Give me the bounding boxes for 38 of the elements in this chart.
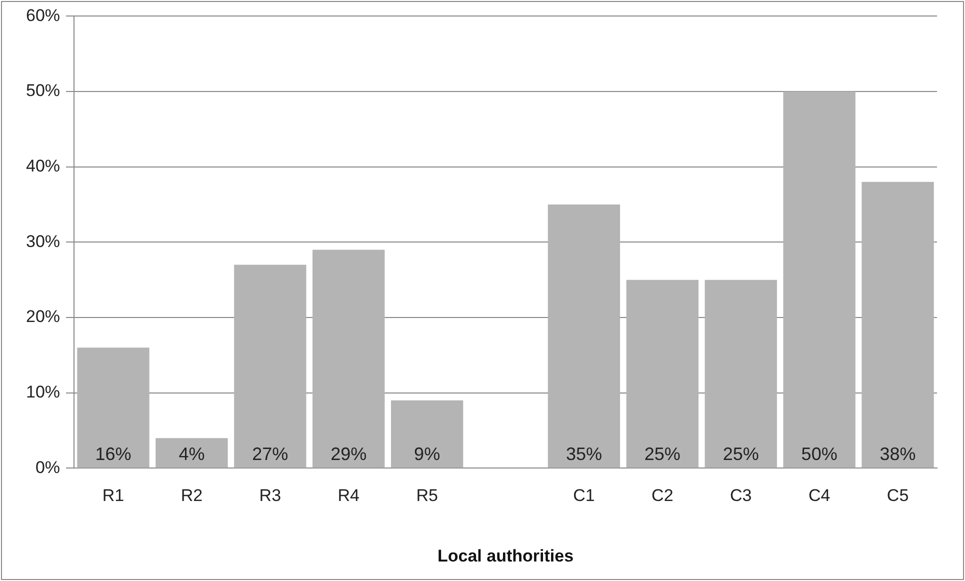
x-tick-label: R4 bbox=[338, 486, 360, 506]
data-label: 9% bbox=[414, 444, 440, 464]
x-axis-title: Local authorities bbox=[437, 546, 574, 566]
y-tick-label: 0% bbox=[35, 458, 60, 477]
y-tick-label: 60% bbox=[26, 6, 60, 25]
bar bbox=[783, 92, 856, 468]
data-label: 16% bbox=[95, 444, 132, 464]
y-tick-label: 30% bbox=[26, 232, 60, 251]
y-tick-label: 50% bbox=[26, 81, 60, 100]
data-label: 25% bbox=[644, 444, 680, 464]
x-tick-label: C3 bbox=[730, 486, 752, 506]
bar bbox=[548, 204, 620, 468]
bar bbox=[390, 400, 464, 468]
y-tick-label: 40% bbox=[26, 156, 60, 176]
bar bbox=[234, 264, 306, 468]
bar bbox=[626, 280, 699, 468]
data-label: 25% bbox=[722, 444, 759, 464]
x-tick-label: C1 bbox=[573, 486, 595, 506]
x-tick-label: R1 bbox=[102, 486, 124, 506]
data-label: 50% bbox=[801, 444, 838, 464]
bar bbox=[704, 280, 777, 468]
x-tick-label: C5 bbox=[886, 486, 909, 506]
x-tick-label: C2 bbox=[652, 486, 674, 506]
data-label: 27% bbox=[252, 444, 288, 464]
x-tick-label: R5 bbox=[416, 486, 438, 506]
y-tick-label: 10% bbox=[26, 382, 60, 402]
bar bbox=[312, 250, 385, 468]
data-label: 38% bbox=[880, 444, 916, 464]
data-label: 35% bbox=[566, 444, 602, 464]
x-tick-label: R3 bbox=[259, 486, 282, 506]
data-label: 4% bbox=[178, 444, 205, 464]
bar bbox=[862, 182, 934, 468]
bar bbox=[156, 438, 228, 468]
y-tick-label: 20% bbox=[26, 307, 60, 326]
bar bbox=[77, 348, 150, 468]
data-label: 29% bbox=[330, 444, 367, 464]
x-tick-label: R2 bbox=[180, 486, 203, 506]
x-tick-label: C4 bbox=[808, 486, 830, 506]
